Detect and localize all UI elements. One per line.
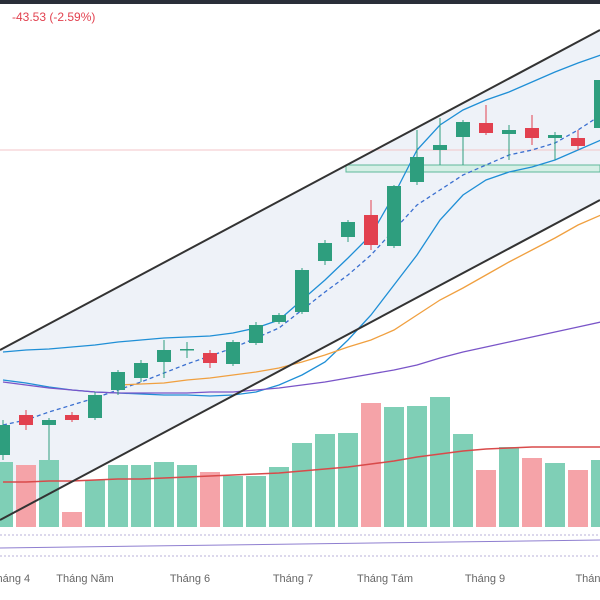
volume-bar [522,458,542,527]
candle-body [19,415,33,425]
volume-bar [223,476,243,527]
candle-body [157,350,171,362]
candle-body [111,372,125,390]
x-tick-label: Tháng 9 [465,573,505,585]
candle-body [387,186,401,246]
indicator-line [117,214,600,386]
channel-upper [0,29,600,351]
indicator-line [2,321,600,394]
candle-body [180,349,194,351]
candle-body [318,243,332,261]
candle-body [295,270,309,312]
volume-bar [177,465,197,527]
candle-body [226,342,240,364]
volume-bar [476,470,496,527]
range-box [345,164,600,173]
candle-body [502,130,516,134]
candle-body [364,215,378,245]
x-tick-label: Tháng 6 [170,573,210,585]
volume-bar [430,397,450,527]
volume-bar [0,462,13,527]
volume-bar [62,512,82,527]
volume-bar [16,465,36,527]
candle-body [410,157,424,182]
candle-body [456,122,470,137]
volume-bar [131,465,151,527]
volume-bar [85,480,105,527]
x-tick-label: Tháng 7 [273,573,313,585]
volume-bar [315,434,335,527]
candle-body [272,315,286,322]
volume-bar [338,433,358,527]
indicator-line [0,539,600,549]
candle-body [571,138,585,146]
volume-bar [154,462,174,527]
volume-bar [591,460,600,527]
candle-body [249,325,263,343]
candle-body [42,420,56,425]
volume-bar [499,447,519,527]
volume-bar [292,443,312,527]
x-tick-label: Tháng Tám [357,573,413,585]
x-tick-label: Thán [575,573,600,585]
candle-body [88,395,102,418]
volume-bar [384,407,404,527]
volume-bar [453,434,473,527]
candles [0,80,600,460]
window-frame [0,0,600,4]
candle-body [0,425,10,455]
time-axis [0,565,600,600]
volume-bar [361,403,381,527]
channel-lower [0,199,600,521]
header-change: -43.53 (-2.59%) [12,10,95,24]
volume-bar [246,476,266,527]
candle-body [594,80,600,128]
candle-body [433,145,447,150]
x-tick-label: Tháng Năm [56,573,113,585]
candle-body [203,353,217,363]
volume-bar [545,463,565,527]
volume-pane [0,397,600,527]
volume-bar [407,406,427,527]
volume-bar [108,465,128,527]
candle-body [525,128,539,138]
volume-bar [269,467,289,527]
candle-body [548,135,562,138]
x-tick-label: Tháng 4 [0,573,30,585]
candle-body [341,222,355,237]
candle-body [65,415,79,420]
volume-ma-line [3,446,600,483]
candle-body [134,363,148,378]
volume-bar [568,470,588,527]
volume-bar [200,472,220,527]
x-axis: Tháng 4 Tháng Năm Tháng 6 Tháng 7 Tháng Tám T… [0,573,600,585]
candle-body [479,123,493,133]
